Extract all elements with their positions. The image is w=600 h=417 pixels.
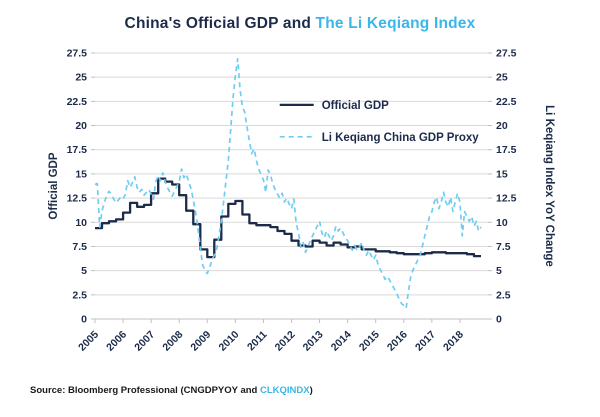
x-axis-tick: 2018: [441, 329, 466, 354]
y-axis-left-tick: 0: [81, 314, 87, 326]
y-axis-right-tick: 17.5: [496, 144, 517, 156]
x-axis-tick: 2011: [245, 329, 270, 354]
x-axis-tick: 2013: [301, 329, 326, 354]
y-axis-label-left: Official GDP: [48, 152, 60, 219]
x-axis-tick: 2010: [216, 329, 241, 354]
y-axis-right-tick: 15: [496, 168, 508, 180]
y-axis-right-tick: 12.5: [496, 193, 517, 205]
legend-label: Li Keqiang China GDP Proxy: [322, 132, 480, 144]
y-axis-label-right: Li Keqiang Index YoY Change: [543, 105, 555, 267]
source-text: Source: Bloomberg Professional (CNGDPYOY…: [30, 385, 260, 396]
y-axis-right-tick: 0: [496, 314, 502, 326]
y-axis-left-tick: 17.5: [67, 144, 88, 156]
x-axis-tick: 2005: [76, 329, 101, 354]
chart-area: 0 0 2.5 2.5 5 5 7.5 7.5 10 10 12.5 12.5 15 15 17.5 17.5…: [0, 33, 600, 359]
x-axis-tick: 2007: [132, 329, 157, 354]
x-axis-tick: 2014: [329, 329, 354, 354]
y-axis-left-tick: 7.5: [72, 241, 87, 253]
x-axis-tick: 2017: [413, 329, 438, 354]
y-axis-right-tick: 2.5: [496, 289, 511, 301]
series-line-li-keqiang-proxy: [94, 57, 482, 310]
x-axis-tick: 2016: [385, 329, 410, 354]
title-li-keqiang: The Li Keqiang Index: [315, 15, 476, 32]
x-axis-tick: 2008: [160, 329, 185, 354]
y-axis-left-tick: 27.5: [67, 48, 88, 60]
y-axis-left-tick: 20: [75, 120, 87, 132]
x-axis-tick: 2012: [273, 329, 298, 354]
y-axis-left-tick: 12.5: [67, 193, 88, 205]
y-axis-right-tick: 27.5: [496, 48, 517, 60]
y-axis-right-tick: 20: [496, 120, 508, 132]
source-suffix: ): [309, 385, 313, 396]
y-axis-left-tick: 10: [75, 217, 87, 229]
chart-plot: 0 0 2.5 2.5 5 5 7.5 7.5 10 10 12.5 12.5 15 15 17.5 17.5…: [48, 48, 555, 354]
y-axis-left-tick: 2.5: [72, 289, 87, 301]
y-axis-left-tick: 5: [81, 265, 87, 277]
y-axis-right-tick: 25: [496, 72, 508, 84]
x-axis-tick: 2006: [104, 329, 129, 354]
y-axis-right-tick: 10: [496, 217, 508, 229]
y-axis-right-tick: 7.5: [496, 241, 511, 253]
legend-label: Official GDP: [322, 100, 389, 112]
y-axis-left-tick: 15: [75, 168, 87, 180]
page-title: China's Official GDP and The Li Keqiang …: [0, 0, 600, 33]
y-axis-right-tick: 22.5: [496, 96, 517, 108]
title-official-gdp: China's Official GDP and: [124, 15, 316, 32]
source-ticker-link[interactable]: CLKQINDX: [259, 385, 310, 396]
y-axis-left-tick: 25: [75, 72, 87, 84]
y-axis-right-tick: 5: [496, 265, 502, 277]
x-axis-tick: 2015: [357, 329, 382, 354]
y-axis-left-tick: 22.5: [67, 96, 88, 108]
source-line: Source: Bloomberg Professional (CNGDPYOY…: [0, 385, 600, 396]
series-line-official-gdp: [95, 177, 481, 259]
x-axis-tick: 2009: [188, 329, 213, 354]
